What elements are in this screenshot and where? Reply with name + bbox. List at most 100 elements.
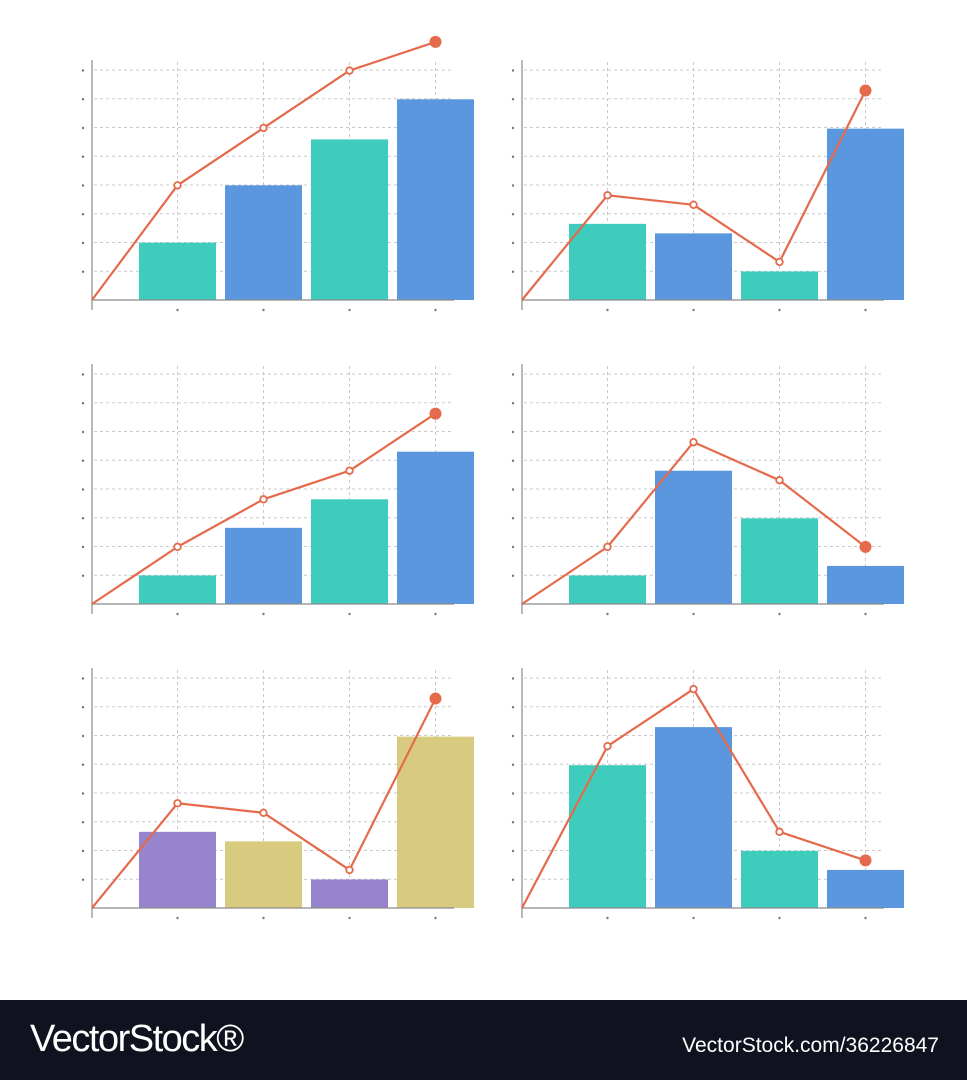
y-tick-mark	[511, 517, 515, 520]
x-tick-mark	[348, 612, 351, 616]
trend-point	[259, 123, 268, 133]
trend-endpoint	[429, 692, 442, 705]
bar	[741, 850, 818, 908]
y-tick-mark	[81, 706, 85, 709]
y-tick-mark	[81, 241, 85, 245]
bar	[827, 869, 904, 908]
y-tick-mark	[511, 706, 515, 709]
bar	[225, 185, 302, 300]
y-tick-mark	[511, 373, 515, 376]
bar	[569, 575, 646, 604]
y-tick-mark	[511, 821, 515, 824]
trend-point	[775, 476, 784, 485]
x-tick-mark	[262, 308, 265, 312]
x-tick-mark	[348, 916, 351, 920]
trend-point	[689, 437, 698, 447]
bar	[569, 223, 646, 300]
y-tick-mark	[511, 69, 515, 72]
trend-point	[173, 181, 182, 190]
y-tick-mark	[81, 849, 85, 853]
trend-point	[603, 191, 612, 200]
x-tick-mark	[262, 612, 265, 616]
y-tick-mark	[511, 677, 515, 680]
x-tick-mark	[864, 308, 867, 312]
bar	[741, 518, 818, 604]
bar	[569, 765, 646, 908]
bar	[397, 736, 474, 908]
trend-point	[173, 799, 182, 808]
trend-point	[689, 684, 698, 694]
x-tick-mark	[864, 916, 867, 920]
y-tick-mark	[511, 270, 515, 273]
trend-point	[603, 741, 612, 751]
charts-grid	[81, 35, 904, 920]
bar	[311, 879, 388, 908]
bar	[827, 565, 904, 604]
y-tick-mark	[511, 241, 515, 245]
y-tick-mark	[81, 213, 85, 216]
chart-5	[81, 668, 474, 920]
y-tick-mark	[511, 430, 515, 434]
y-tick-mark	[511, 878, 515, 881]
y-tick-mark	[511, 459, 515, 462]
chart-3	[81, 364, 474, 616]
bar	[139, 575, 216, 604]
trend-point	[603, 542, 612, 552]
bar	[139, 831, 216, 908]
y-tick-mark	[81, 821, 85, 824]
bar	[655, 727, 732, 908]
trend-point	[775, 827, 784, 837]
y-tick-mark	[81, 677, 85, 680]
x-tick-mark	[606, 308, 609, 312]
x-tick-mark	[262, 916, 265, 920]
y-tick-mark	[511, 849, 515, 853]
y-tick-mark	[511, 488, 515, 491]
y-tick-mark	[81, 69, 85, 72]
footer-bar: VectorStock® VectorStock.com/36226847	[0, 1000, 967, 1080]
y-tick-mark	[81, 545, 85, 549]
bar	[311, 499, 388, 604]
x-tick-mark	[434, 612, 437, 616]
x-tick-mark	[864, 612, 867, 616]
y-tick-mark	[511, 126, 515, 130]
y-tick-mark	[81, 184, 85, 187]
brand-logo-text: VectorStock®	[30, 1018, 244, 1060]
x-tick-mark	[692, 308, 695, 312]
trend-endpoint	[429, 35, 442, 48]
trend-point	[345, 466, 354, 475]
y-tick-mark	[81, 270, 85, 273]
y-tick-mark	[81, 878, 85, 881]
x-tick-mark	[434, 916, 437, 920]
x-tick-mark	[692, 916, 695, 920]
trend-endpoint	[859, 84, 872, 97]
y-tick-mark	[81, 734, 85, 738]
chart-2	[511, 60, 904, 312]
bar	[139, 242, 216, 300]
y-tick-mark	[511, 792, 515, 795]
y-tick-mark	[81, 430, 85, 434]
chart-6	[511, 668, 904, 920]
x-tick-mark	[176, 308, 179, 312]
x-tick-mark	[778, 308, 781, 312]
y-tick-mark	[81, 488, 85, 491]
bar	[397, 451, 474, 604]
y-tick-mark	[81, 792, 85, 795]
y-tick-mark	[511, 734, 515, 738]
y-tick-mark	[511, 155, 515, 158]
bar	[827, 128, 904, 300]
trend-point	[689, 200, 698, 209]
y-tick-mark	[81, 98, 85, 101]
chart-4	[511, 364, 904, 616]
y-tick-mark	[81, 126, 85, 130]
y-tick-mark	[511, 184, 515, 187]
x-tick-mark	[348, 308, 351, 312]
trend-point	[259, 808, 268, 817]
y-tick-mark	[81, 517, 85, 520]
x-tick-mark	[434, 308, 437, 312]
y-tick-mark	[81, 402, 85, 405]
bar	[225, 841, 302, 908]
y-tick-mark	[511, 213, 515, 216]
y-tick-mark	[511, 545, 515, 549]
bar	[225, 527, 302, 604]
trend-endpoint	[859, 540, 872, 553]
